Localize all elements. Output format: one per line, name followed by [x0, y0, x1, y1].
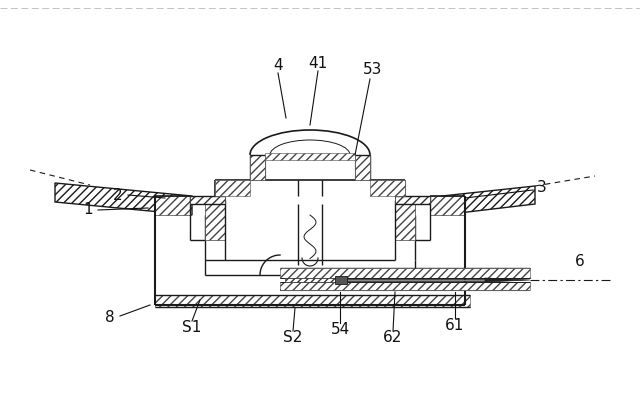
- Bar: [355, 155, 370, 180]
- Bar: [265, 153, 355, 160]
- Bar: [155, 295, 470, 307]
- Bar: [340, 279, 485, 281]
- Bar: [190, 196, 225, 204]
- Polygon shape: [485, 278, 530, 282]
- Bar: [280, 282, 530, 290]
- Text: 61: 61: [445, 318, 465, 332]
- Bar: [215, 180, 250, 196]
- Bar: [335, 276, 347, 284]
- Bar: [250, 155, 265, 180]
- Text: 2: 2: [113, 188, 123, 202]
- Text: 8: 8: [105, 311, 115, 325]
- Text: 54: 54: [330, 323, 349, 337]
- Bar: [395, 196, 415, 240]
- Text: 53: 53: [364, 62, 383, 78]
- Text: 62: 62: [383, 330, 403, 346]
- Bar: [395, 196, 430, 204]
- Text: S1: S1: [182, 320, 202, 335]
- Text: 4: 4: [273, 57, 283, 73]
- Text: 1: 1: [83, 202, 93, 218]
- Bar: [280, 268, 530, 278]
- Text: 41: 41: [308, 55, 328, 71]
- Polygon shape: [55, 183, 192, 215]
- Polygon shape: [442, 186, 535, 215]
- Bar: [285, 278, 340, 282]
- Text: S2: S2: [284, 330, 303, 346]
- Text: 3: 3: [537, 180, 547, 195]
- Bar: [155, 196, 190, 215]
- Text: 6: 6: [575, 254, 585, 270]
- Bar: [430, 196, 465, 215]
- Bar: [370, 180, 405, 196]
- Bar: [205, 196, 225, 240]
